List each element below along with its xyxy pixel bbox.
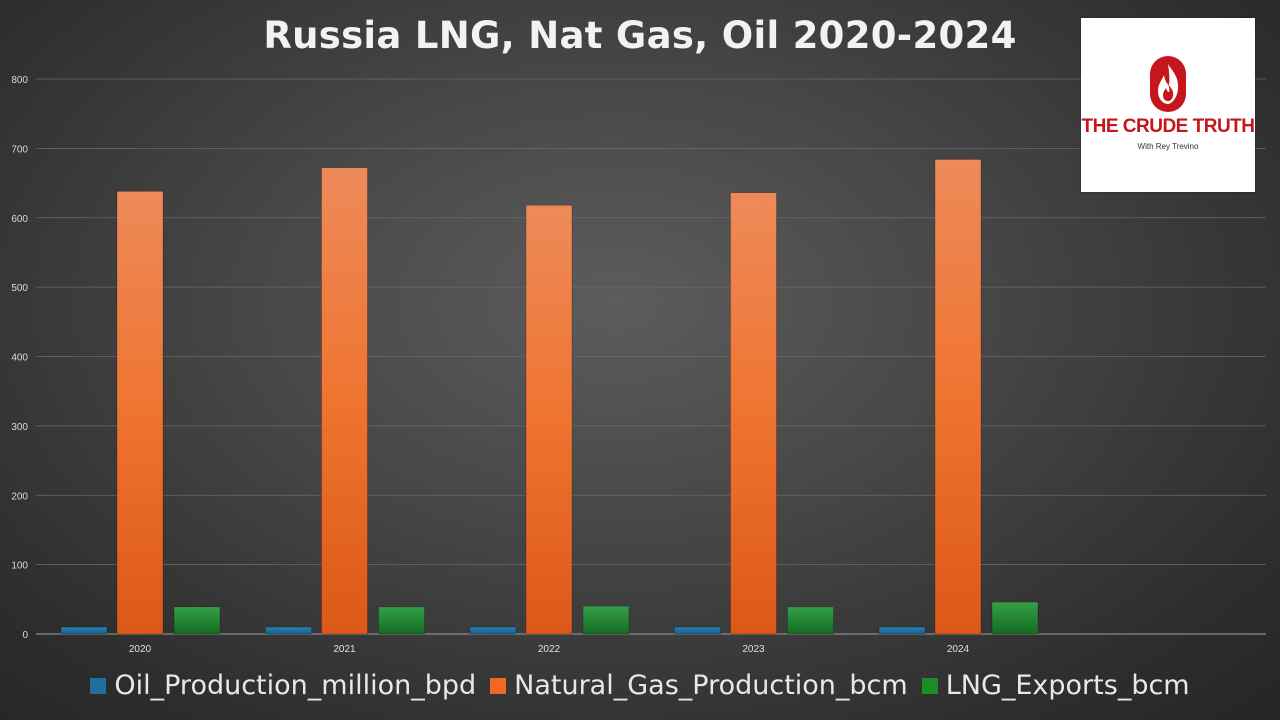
bar-LNG_Exports_bcm-2020 (173, 606, 221, 635)
logo-name: THE CRUDE TRUTH (1081, 116, 1256, 137)
legend-swatch-oil (90, 677, 107, 694)
bars (60, 159, 1039, 635)
bar-Oil_Production_million_bpd-2024 (878, 626, 926, 635)
legend-swatch-lng (921, 677, 938, 694)
bar-Oil_Production_million_bpd-2020 (60, 626, 108, 635)
logo-subtitle: With Rey Trevino (1137, 142, 1199, 151)
crude-truth-logo: THE CRUDE TRUTH With Rey Trevino (1081, 18, 1255, 192)
bar-Natural_Gas_Production_bcm-2024 (934, 159, 982, 635)
y-tick-label: 200 (11, 491, 28, 502)
x-tick-label: 2024 (947, 644, 970, 655)
bar-Oil_Production_million_bpd-2021 (265, 626, 312, 635)
legend-item-lng: LNG_Exports_bcm (921, 670, 1190, 701)
y-tick-label: 700 (11, 144, 28, 155)
legend-item-gas: Natural_Gas_Production_bcm (490, 670, 908, 701)
x-tick-label: 2020 (129, 644, 152, 655)
bar-LNG_Exports_bcm-2021 (378, 606, 425, 635)
y-tick-label: 800 (11, 75, 28, 86)
bar-Oil_Production_million_bpd-2023 (674, 626, 721, 635)
bar-LNG_Exports_bcm-2022 (582, 605, 630, 635)
y-tick-label: 600 (11, 214, 28, 225)
x-tick-label: 2022 (538, 644, 561, 655)
legend-label-lng: LNG_Exports_bcm (945, 670, 1190, 701)
x-axis-ticks: 2020 2021 2022 2023 2024 (129, 644, 970, 655)
chart-title: Russia LNG, Nat Gas, Oil 2020-2024 (263, 14, 1017, 57)
y-tick-label: 0 (22, 630, 28, 641)
bar-LNG_Exports_bcm-2024 (991, 601, 1039, 635)
bar-Natural_Gas_Production_bcm-2022 (525, 204, 573, 635)
y-tick-label: 300 (11, 422, 28, 433)
x-tick-label: 2023 (742, 644, 765, 655)
bar-LNG_Exports_bcm-2023 (787, 606, 834, 635)
legend-label-oil: Oil_Production_million_bpd (114, 670, 477, 701)
legend: Oil_Production_million_bpd Natural_Gas_P… (0, 670, 1280, 701)
bar-Natural_Gas_Production_bcm-2020 (116, 191, 164, 635)
y-tick-label: 500 (11, 283, 28, 294)
bar-Oil_Production_million_bpd-2022 (469, 626, 517, 635)
bar-Natural_Gas_Production_bcm-2021 (321, 167, 368, 635)
legend-item-oil: Oil_Production_million_bpd (90, 670, 476, 701)
legend-label-gas: Natural_Gas_Production_bcm (514, 670, 908, 701)
bar-Natural_Gas_Production_bcm-2023 (730, 192, 777, 635)
x-tick-label: 2021 (333, 644, 356, 655)
y-tick-label: 100 (11, 561, 28, 572)
gridlines (36, 78, 1266, 635)
y-tick-label: 400 (11, 353, 28, 364)
y-axis-ticks: 0 100 200 300 400 500 600 700 800 (11, 75, 28, 641)
legend-swatch-gas (490, 677, 507, 694)
flame-icon (1150, 56, 1186, 112)
